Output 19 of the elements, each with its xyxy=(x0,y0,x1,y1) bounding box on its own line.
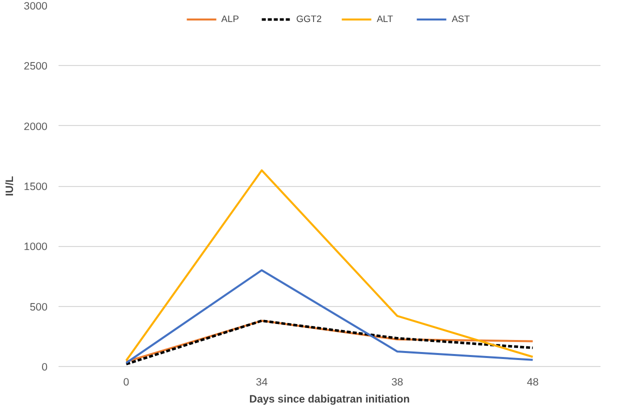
legend-label: AST xyxy=(452,14,471,24)
x-tick-label: 48 xyxy=(526,376,539,388)
line-series xyxy=(125,269,534,364)
y-axis-title: IU/L xyxy=(4,175,16,196)
legend-label: ALP xyxy=(221,14,240,24)
y-tick-label: 2500 xyxy=(24,60,48,73)
y-tick-label: 1000 xyxy=(24,241,48,254)
line-series xyxy=(125,169,534,362)
x-tick-label: 34 xyxy=(256,376,268,388)
y-tick-label: 500 xyxy=(30,301,48,314)
y-tick-label: 0 xyxy=(42,362,48,374)
y-tick-label: 3000 xyxy=(24,0,48,12)
x-tick-label: 38 xyxy=(391,376,404,388)
y-tick-label: 1500 xyxy=(24,181,48,193)
legend-label: ALT xyxy=(376,14,394,24)
legend-label: GGT2 xyxy=(296,14,322,24)
y-tick-label: 2000 xyxy=(24,120,48,133)
x-axis-title: Days since dabigatran initiation xyxy=(249,394,410,406)
x-tick-label: 0 xyxy=(123,376,130,388)
